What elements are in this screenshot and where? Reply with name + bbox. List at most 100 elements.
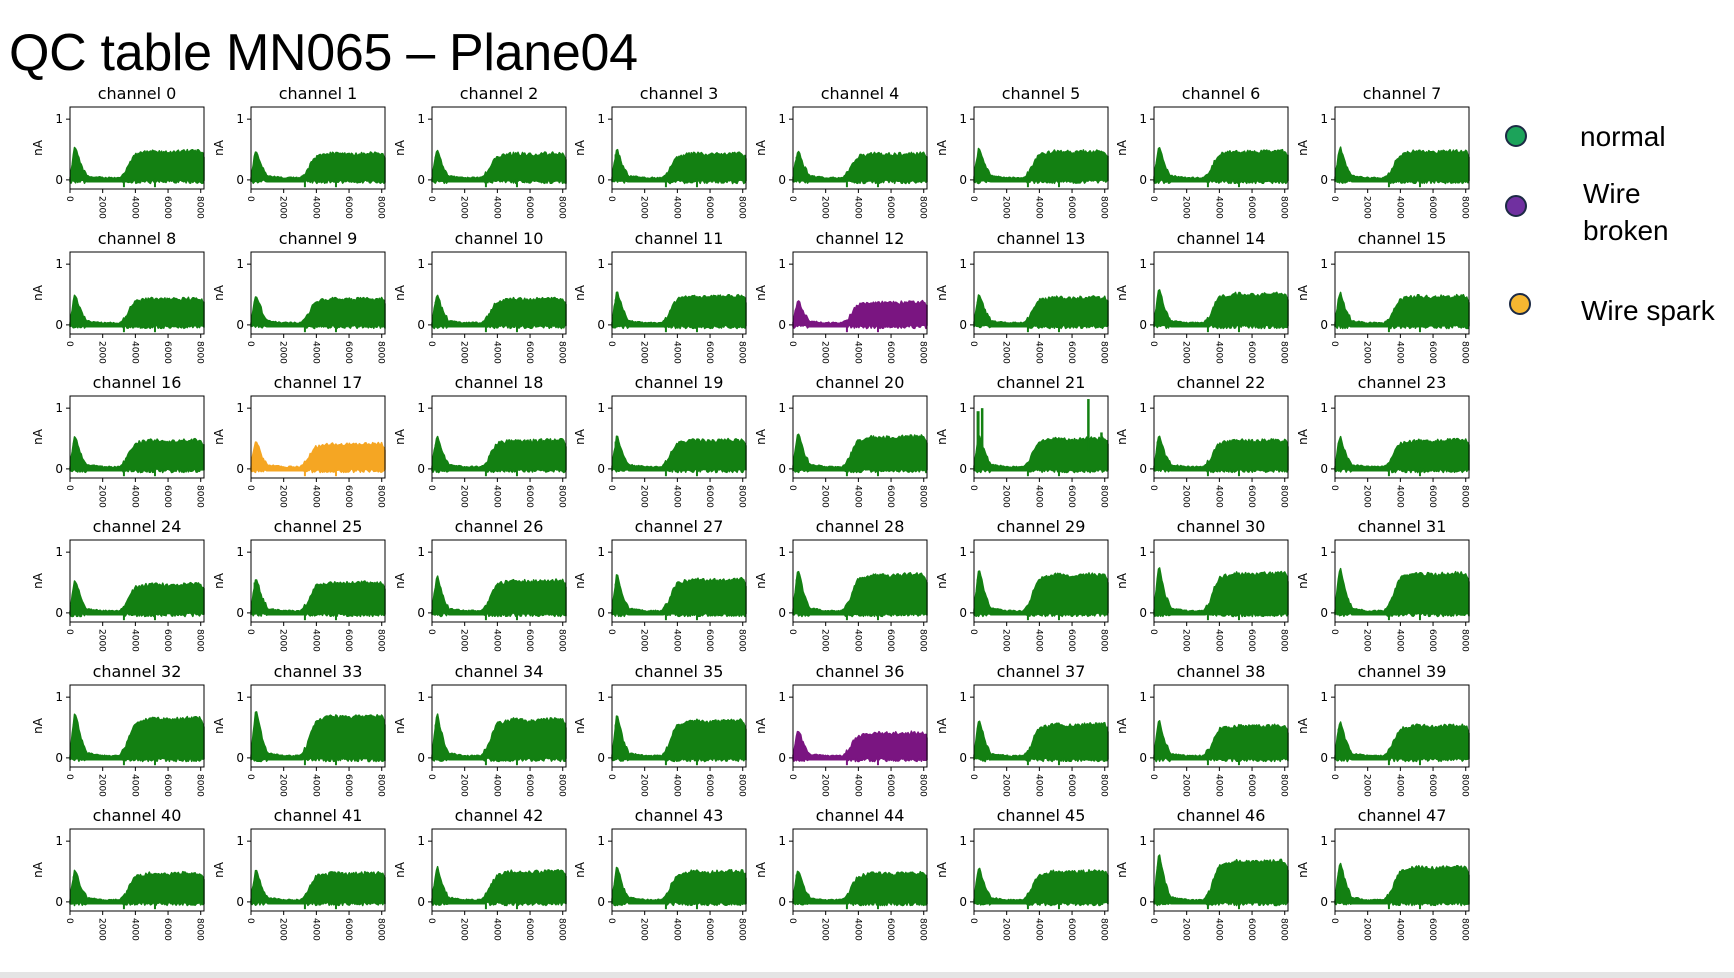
- x-tick-label: 8000: [1099, 629, 1109, 652]
- panel-title: channel 1: [279, 84, 358, 103]
- x-tick-label: 8000: [918, 918, 928, 941]
- x-tick-label: 0: [64, 485, 74, 491]
- y-axis-label: nA: [935, 861, 949, 878]
- x-tick-label: 6000: [1427, 918, 1437, 941]
- panel-frame: [1153, 684, 1289, 768]
- waveform-band: [792, 433, 928, 474]
- y-tick-label: 0: [778, 318, 786, 332]
- x-tick-label: 8000: [195, 774, 205, 797]
- x-tick-label: 0: [1329, 485, 1339, 491]
- panel-frame: [431, 828, 567, 912]
- y-tick-label: 0: [1139, 895, 1147, 909]
- panel-frame: [1334, 828, 1470, 912]
- y-axis-label: nA: [754, 717, 768, 734]
- y-tick-label: 0: [778, 895, 786, 909]
- x-tick-label: 6000: [1066, 341, 1076, 364]
- channel-panel-12: channel 12 nA 0 1 0 2000 4000 6000 8000: [754, 229, 928, 364]
- x-tick-label: 2000: [639, 918, 649, 941]
- channel-panel-9: channel 9 nA 0 1 0 2000 4000 6000 8000: [212, 229, 386, 364]
- panel-frame: [69, 828, 205, 912]
- x-tick-label: 8000: [195, 341, 205, 364]
- x-tick-label: 4000: [1394, 774, 1404, 797]
- x-tick-label: 2000: [278, 774, 288, 797]
- x-tick-label: 4000: [1394, 341, 1404, 364]
- x-tick-label: 0: [968, 341, 978, 347]
- x-tick-label: 8000: [737, 485, 747, 508]
- channel-panel-17: channel 17 nA 0 1 0 2000 4000 6000 8000: [212, 373, 386, 508]
- x-tick-label: 6000: [704, 341, 714, 364]
- x-tick-label: 0: [426, 196, 436, 202]
- x-tick-label: 0: [245, 774, 255, 780]
- channel-panel-24: channel 24 nA 0 1 0 2000 4000 6000 8000: [31, 517, 205, 652]
- x-tick-label: 0: [968, 774, 978, 780]
- x-tick-label: 6000: [885, 485, 895, 508]
- x-tick-label: 8000: [1460, 485, 1470, 508]
- waveform-band: [69, 436, 205, 474]
- y-axis-label: nA: [31, 139, 45, 156]
- x-tick-label: 0: [1329, 341, 1339, 347]
- y-tick-label: 0: [597, 751, 605, 765]
- panel-title: channel 46: [1177, 806, 1266, 825]
- channel-panel-46: channel 46 nA 0 1 0 2000 4000 6000 8000: [1115, 806, 1289, 941]
- channel-panel-11: channel 11 nA 0 1 0 2000 4000 6000 8000: [573, 229, 747, 364]
- y-axis-label: nA: [935, 284, 949, 301]
- panel-title: channel 5: [1002, 84, 1081, 103]
- x-tick-label: 6000: [1066, 629, 1076, 652]
- panel-title: channel 37: [997, 662, 1086, 681]
- x-tick-label: 0: [787, 918, 797, 924]
- y-axis-label: nA: [212, 861, 226, 878]
- channel-panel-39: channel 39 nA 0 1 0 2000 4000 6000 8000: [1296, 662, 1470, 797]
- panel-title: channel 4: [821, 84, 900, 103]
- waveform-band: [69, 146, 205, 185]
- y-axis-label: nA: [393, 139, 407, 156]
- x-tick-label: 2000: [820, 918, 830, 941]
- waveform-band: [1334, 146, 1470, 185]
- x-tick-label: 6000: [343, 918, 353, 941]
- y-tick-label: 1: [55, 834, 63, 848]
- y-axis-label: nA: [754, 284, 768, 301]
- panel-frame: [1334, 106, 1470, 190]
- y-tick-label: 1: [959, 834, 967, 848]
- y-axis-label: nA: [31, 284, 45, 301]
- waveform-band: [250, 869, 386, 907]
- x-tick-label: 8000: [557, 774, 567, 797]
- y-axis-label: nA: [1296, 572, 1310, 589]
- panel-title: channel 23: [1358, 373, 1447, 392]
- x-tick-label: 0: [1148, 918, 1158, 924]
- y-axis-label: nA: [393, 717, 407, 734]
- y-tick-label: 1: [778, 690, 786, 704]
- waveform-band: [1334, 435, 1470, 474]
- y-tick-label: 1: [1320, 690, 1328, 704]
- waveform-band: [792, 730, 928, 763]
- x-tick-label: 8000: [737, 341, 747, 364]
- x-tick-label: 6000: [162, 774, 172, 797]
- legend-dot-normal: [1505, 125, 1527, 147]
- y-tick-label: 1: [236, 834, 244, 848]
- x-tick-label: 0: [787, 485, 797, 491]
- panel-frame: [69, 251, 205, 335]
- y-axis-label: nA: [212, 572, 226, 589]
- x-tick-label: 6000: [1427, 341, 1437, 364]
- x-tick-label: 4000: [491, 196, 501, 219]
- panel-title: channel 17: [274, 373, 363, 392]
- channel-panel-30: channel 30 nA 0 1 0 2000 4000 6000 8000: [1115, 517, 1289, 652]
- x-tick-label: 2000: [459, 196, 469, 219]
- y-tick-label: 0: [1139, 462, 1147, 476]
- x-tick-label: 4000: [1213, 774, 1223, 797]
- x-tick-label: 6000: [704, 485, 714, 508]
- x-tick-label: 2000: [639, 629, 649, 652]
- panel-frame: [1153, 395, 1289, 479]
- channel-panel-36: channel 36 nA 0 1 0 2000 4000 6000 8000: [754, 662, 928, 797]
- x-tick-label: 4000: [1033, 918, 1043, 941]
- x-tick-label: 8000: [195, 629, 205, 652]
- x-tick-label: 4000: [129, 196, 139, 219]
- y-tick-label: 1: [417, 257, 425, 271]
- x-tick-label: 2000: [459, 629, 469, 652]
- y-tick-label: 1: [236, 257, 244, 271]
- channel-panel-23: channel 23 nA 0 1 0 2000 4000 6000 8000: [1296, 373, 1470, 508]
- legend-label-normal: normal: [1580, 121, 1666, 152]
- x-tick-label: 6000: [343, 485, 353, 508]
- waveform-band: [611, 148, 747, 185]
- y-axis-label: nA: [1296, 717, 1310, 734]
- x-tick-label: 6000: [1246, 196, 1256, 219]
